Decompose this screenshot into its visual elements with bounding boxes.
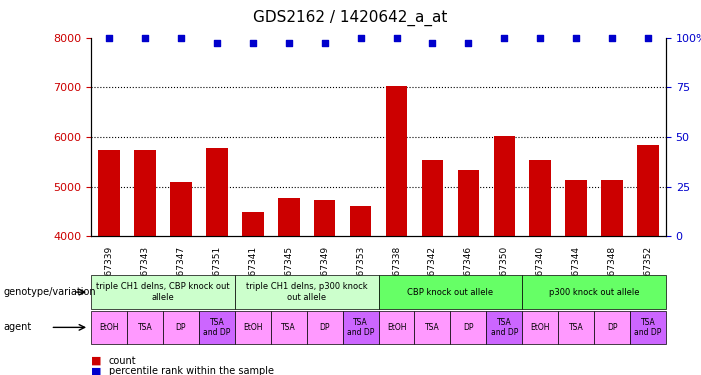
Text: DP: DP (607, 323, 618, 332)
Text: EtOH: EtOH (387, 323, 407, 332)
Bar (350, 206, 372, 375)
Point (642, 34, 653, 40)
Point (535, 34, 546, 40)
Point (319, 40, 330, 46)
Point (355, 34, 366, 40)
Text: DP: DP (176, 323, 186, 332)
Bar (242, 212, 264, 375)
Text: TSA
and DP: TSA and DP (634, 318, 662, 337)
Bar (529, 160, 551, 375)
Point (211, 40, 222, 46)
Point (391, 34, 402, 40)
Bar (386, 86, 407, 375)
Point (247, 40, 259, 46)
Text: DP: DP (463, 323, 474, 332)
Bar (637, 146, 659, 375)
Text: count: count (109, 356, 136, 366)
Point (139, 34, 151, 40)
Text: TSA
and DP: TSA and DP (491, 318, 518, 337)
Point (463, 40, 474, 46)
Text: p300 knock out allele: p300 knock out allele (549, 288, 639, 297)
Text: triple CH1 delns, p300 knock
out allele: triple CH1 delns, p300 knock out allele (246, 282, 367, 302)
Text: percentile rank within the sample: percentile rank within the sample (109, 366, 273, 375)
Text: genotype/variation: genotype/variation (4, 287, 96, 297)
Bar (421, 160, 443, 375)
Text: EtOH: EtOH (100, 323, 119, 332)
Bar (458, 170, 479, 375)
Point (283, 40, 294, 46)
Point (104, 34, 115, 40)
Text: EtOH: EtOH (531, 323, 550, 332)
Bar (601, 180, 622, 375)
Text: TSA
and DP: TSA and DP (203, 318, 231, 337)
Text: CBP knock out allele: CBP knock out allele (407, 288, 494, 297)
Text: TSA: TSA (281, 323, 296, 332)
Bar (170, 182, 192, 375)
Text: TSA: TSA (425, 323, 440, 332)
Point (427, 40, 438, 46)
Bar (565, 180, 587, 375)
Text: TSA: TSA (137, 323, 152, 332)
Bar (314, 200, 335, 375)
Point (606, 34, 618, 40)
Text: DP: DP (320, 323, 330, 332)
Point (571, 34, 582, 40)
Bar (494, 136, 515, 375)
Text: GDS2162 / 1420642_a_at: GDS2162 / 1420642_a_at (253, 9, 448, 26)
Text: EtOH: EtOH (243, 323, 263, 332)
Point (498, 34, 510, 40)
Point (175, 34, 186, 40)
Text: ■: ■ (91, 366, 102, 375)
Bar (278, 198, 299, 375)
Bar (98, 150, 120, 375)
Bar (206, 148, 228, 375)
Text: agent: agent (4, 322, 32, 332)
Bar (135, 150, 156, 375)
Text: TSA
and DP: TSA and DP (347, 318, 374, 337)
Text: ■: ■ (91, 356, 102, 366)
Text: triple CH1 delns, CBP knock out
allele: triple CH1 delns, CBP knock out allele (96, 282, 230, 302)
Text: TSA: TSA (569, 323, 583, 332)
